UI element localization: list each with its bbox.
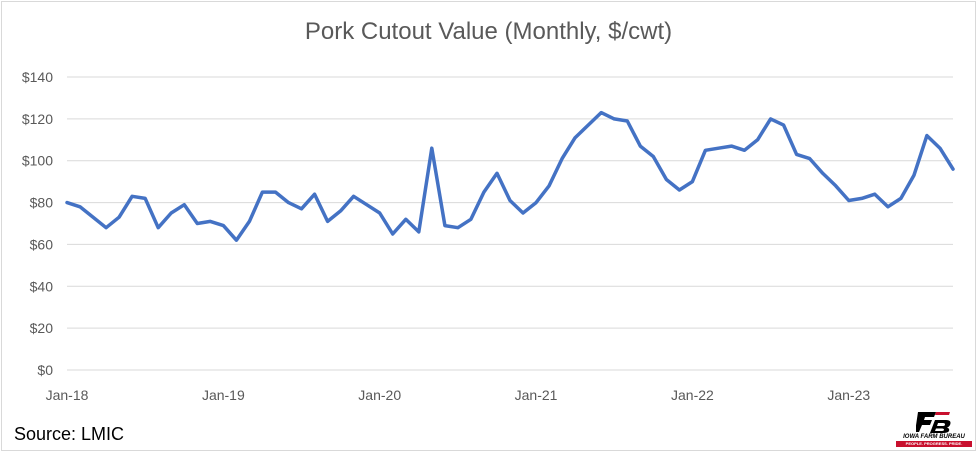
x-axis-tick-labels: Jan-18 Jan-19 Jan-20 Jan-21 Jan-22 Jan-23 — [46, 387, 871, 403]
chart-title: Pork Cutout Value (Monthly, $/cwt) — [304, 18, 673, 45]
series-layer — [65, 110, 955, 242]
source-note: Source: LMIC — [14, 424, 125, 444]
gridlines — [67, 76, 953, 371]
y-tick-label: $80 — [30, 195, 54, 211]
series-line-pork-cutout — [65, 110, 955, 242]
y-tick-label: $20 — [30, 320, 54, 336]
y-tick-label: $120 — [22, 111, 53, 127]
x-tick-label: Jan-22 — [671, 387, 714, 403]
x-tick-label: Jan-20 — [358, 387, 401, 403]
fb-logo-mark-icon — [916, 412, 951, 433]
y-tick-label: $60 — [30, 236, 54, 252]
y-tick-label: $100 — [22, 153, 53, 169]
y-axis-tick-labels: $0 $20 $40 $60 $80 $100 $120 $140 — [22, 69, 53, 378]
y-tick-label: $140 — [22, 69, 53, 85]
y-tick-label: $0 — [37, 362, 53, 378]
logo-tagline: PEOPLE. PROGRESS. PRIDE. — [896, 441, 972, 447]
x-tick-label: Jan-18 — [46, 387, 89, 403]
logo-wordmark: IOWA FARM BUREAU — [903, 434, 965, 440]
x-tick-label: Jan-23 — [827, 387, 870, 403]
iowa-farm-bureau-logo: IOWA FARM BUREAU PEOPLE. PROGRESS. PRIDE… — [894, 410, 974, 448]
x-tick-label: Jan-19 — [202, 387, 245, 403]
x-tick-label: Jan-21 — [515, 387, 558, 403]
y-tick-label: $40 — [30, 278, 54, 294]
